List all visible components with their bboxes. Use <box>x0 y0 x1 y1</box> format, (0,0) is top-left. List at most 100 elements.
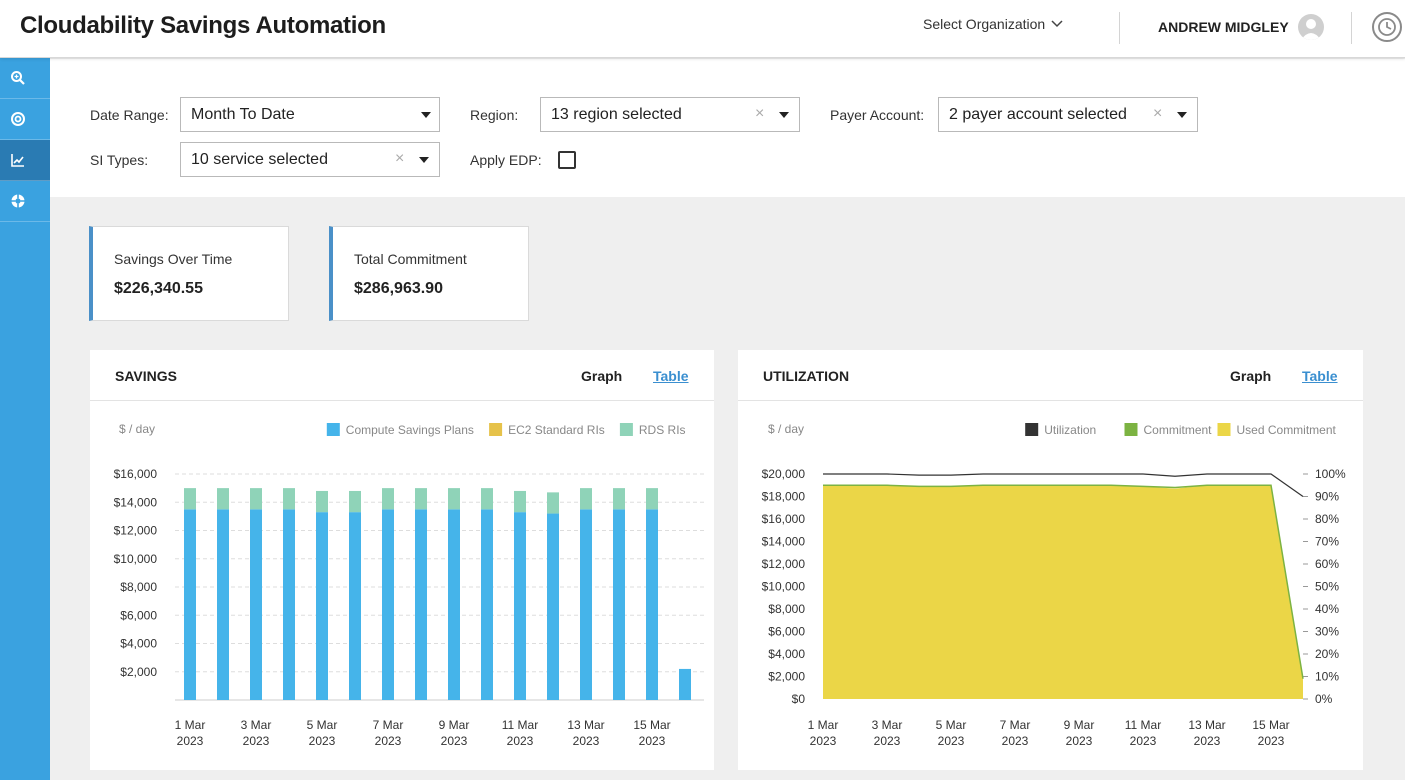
legend-swatch <box>489 423 503 436</box>
sidebar-item-savings[interactable] <box>0 140 50 181</box>
y2-tick-label: 70% <box>1315 535 1339 549</box>
caret-down-icon <box>421 112 431 118</box>
y-tick-label: $14,000 <box>114 495 158 509</box>
sidebar-item-explore[interactable] <box>0 58 50 99</box>
header-divider <box>1351 12 1352 44</box>
x-tick-label: 5 Mar <box>307 718 338 732</box>
y-tick-label: $12,000 <box>114 524 158 538</box>
app-title: Cloudability Savings Automation <box>20 12 386 39</box>
y-tick-label: $16,000 <box>762 512 806 526</box>
x-tick-label: 9 Mar <box>439 718 470 732</box>
top-bar: Cloudability Savings Automation Select O… <box>0 0 1405 58</box>
x-tick-label: 15 Mar <box>1252 718 1289 732</box>
user-silhouette-icon <box>1301 19 1321 40</box>
apply-edp-checkbox[interactable] <box>558 151 576 169</box>
bar-segment <box>580 488 592 510</box>
x-tick-label: 2023 <box>177 734 204 748</box>
y-axis-unit: $ / day <box>768 422 804 436</box>
x-tick-label: 2023 <box>938 734 965 748</box>
sidebar-item-support[interactable] <box>0 181 50 222</box>
savings-panel: SAVINGS Graph Table $ / day Compute Savin… <box>90 350 714 770</box>
legend-label: Utilization <box>1044 423 1096 437</box>
clear-icon[interactable]: × <box>395 150 405 167</box>
caret-down-icon <box>1177 112 1187 118</box>
clock-icon[interactable] <box>1372 12 1402 42</box>
x-tick-label: 2023 <box>1130 734 1157 748</box>
bar-segment <box>547 513 559 700</box>
y2-tick-label: 30% <box>1315 625 1339 639</box>
x-tick-label: 11 Mar <box>1125 718 1161 732</box>
y-tick-label: $4,000 <box>120 637 157 651</box>
organization-select[interactable]: Select Organization <box>923 16 1063 32</box>
clear-icon[interactable]: × <box>755 105 765 122</box>
sidebar-item-targets[interactable] <box>0 99 50 140</box>
si-types-select[interactable]: 10 service selected × <box>180 142 440 177</box>
bar-segment <box>481 488 493 510</box>
organization-select-label: Select Organization <box>923 16 1046 32</box>
legend-label: Compute Savings Plans <box>346 423 474 437</box>
x-tick-label: 13 Mar <box>567 718 604 732</box>
date-range-select[interactable]: Month To Date <box>180 97 440 132</box>
bar-segment <box>448 509 460 700</box>
utilization-table-tab[interactable]: Table <box>1302 368 1338 384</box>
savings-panel-title: SAVINGS <box>115 368 177 384</box>
y-tick-label: $20,000 <box>762 467 806 481</box>
legend-label: EC2 Standard RIs <box>508 423 605 437</box>
bar-segment <box>415 509 427 700</box>
bar-segment <box>481 509 493 700</box>
kpi-value: $226,340.55 <box>114 280 203 297</box>
region-label: Region: <box>470 107 519 123</box>
bar-segment <box>316 490 328 513</box>
kpi-label: Total Commitment <box>354 251 467 267</box>
x-tick-label: 9 Mar <box>1064 718 1095 732</box>
x-tick-label: 2023 <box>1002 734 1029 748</box>
y-axis-unit: $ / day <box>119 422 155 436</box>
caret-down-icon <box>419 157 429 163</box>
utilization-line <box>823 473 1304 497</box>
x-tick-label: 13 Mar <box>1188 718 1225 732</box>
si-types-label: SI Types: <box>90 152 149 168</box>
bar-segment <box>679 668 691 700</box>
y2-tick-label: 60% <box>1315 557 1339 571</box>
user-name[interactable]: ANDREW MIDGLEY <box>1158 19 1289 35</box>
x-tick-label: 2023 <box>874 734 901 748</box>
bar-segment <box>514 490 526 513</box>
savings-graph-tab[interactable]: Graph <box>581 368 623 384</box>
y2-tick-label: 90% <box>1315 490 1339 504</box>
date-range-label: Date Range: <box>90 107 169 123</box>
y2-tick-label: 40% <box>1315 602 1339 616</box>
region-select[interactable]: 13 region selected × <box>540 97 800 132</box>
kpi-card-savings: Savings Over Time $226,340.55 <box>89 226 289 321</box>
x-tick-label: 2023 <box>375 734 402 748</box>
utilization-graph-tab[interactable]: Graph <box>1230 368 1272 384</box>
bar-segment <box>349 490 361 513</box>
x-tick-label: 1 Mar <box>175 718 206 732</box>
region-value: 13 region selected <box>551 106 682 123</box>
bar-segment <box>547 492 559 514</box>
bar-segment <box>613 488 625 510</box>
savings-table-tab[interactable]: Table <box>653 368 689 384</box>
bar-segment <box>613 509 625 700</box>
y2-tick-label: 80% <box>1315 512 1339 526</box>
kpi-label: Savings Over Time <box>114 251 233 267</box>
utilization-panel-header: UTILIZATION Graph Table <box>738 350 1363 401</box>
y-tick-label: $10,000 <box>114 552 158 566</box>
x-tick-label: 2023 <box>1258 734 1285 748</box>
y-tick-label: $6,000 <box>120 608 157 622</box>
y2-tick-label: 10% <box>1315 670 1339 684</box>
clear-icon[interactable]: × <box>1153 105 1163 122</box>
x-tick-label: 2023 <box>441 734 468 748</box>
x-tick-label: 7 Mar <box>1000 718 1031 732</box>
x-tick-label: 1 Mar <box>808 718 839 732</box>
target-icon <box>11 112 25 126</box>
y-tick-label: $10,000 <box>762 580 806 594</box>
payer-account-select[interactable]: 2 payer account selected × <box>938 97 1198 132</box>
used-commitment-area <box>823 485 1303 699</box>
avatar[interactable] <box>1298 14 1324 40</box>
y2-tick-label: 50% <box>1315 580 1339 594</box>
x-tick-label: 2023 <box>573 734 600 748</box>
savings-chart: $ / day Compute Savings Plans EC2 Standard… <box>114 422 704 748</box>
legend-swatch <box>1217 423 1231 436</box>
utilization-panel-title: UTILIZATION <box>763 368 850 384</box>
savings-panel-header: SAVINGS Graph Table <box>90 350 714 401</box>
